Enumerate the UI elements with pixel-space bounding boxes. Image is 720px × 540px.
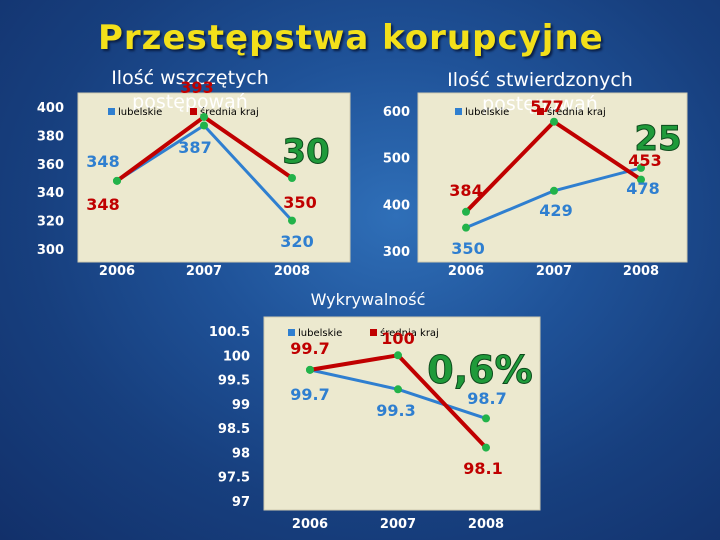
chart2-legend-label: średnia kraj — [547, 106, 606, 118]
chart3-data-point — [306, 365, 314, 374]
slide-title: Przestępstwa korupcyjne — [98, 18, 604, 58]
chart1-ytick-label: 360 — [37, 158, 64, 173]
chart2-data-point — [462, 223, 470, 232]
chart3-plot-area — [263, 316, 541, 511]
chart3-legend-swatch-blue — [288, 329, 295, 336]
chart3-xtick-label: 2008 — [468, 517, 504, 532]
chart1-data-label: 348 — [86, 152, 119, 171]
chart3-data-label: 99.7 — [290, 339, 329, 358]
chart3-legend-label: średnia kraj — [380, 327, 439, 339]
chart1-ytick-label: 300 — [37, 243, 64, 258]
chart2-data-label: 384 — [449, 181, 482, 200]
chart2-ytick-label: 600 — [383, 105, 410, 120]
chart2-data-point — [550, 117, 558, 126]
chart2-ytick-label: 400 — [383, 198, 410, 213]
chart3-ytick-label: 100.5 — [209, 325, 250, 340]
chart1-data-label: 320 — [280, 232, 313, 251]
chart2-data-label: 478 — [626, 179, 659, 198]
chart2-xtick-label: 2007 — [536, 264, 572, 279]
chart1-legend-swatch-blue — [108, 108, 115, 115]
chart2-title: Ilość stwierdzonych — [447, 69, 633, 91]
chart3-data-point — [394, 385, 402, 394]
chart1-data-label: 393 — [180, 78, 213, 97]
chart3-xtick-label: 2007 — [380, 517, 416, 532]
chart1-xtick-label: 2008 — [274, 264, 310, 279]
chart3-data-label: 100 — [381, 329, 414, 348]
chart3-data-label: 99.7 — [290, 385, 329, 404]
chart3-data-point — [482, 443, 490, 452]
chart2-data-point — [550, 186, 558, 195]
chart1-xtick-label: 2006 — [99, 264, 135, 279]
chart2-title-line2: postępowań — [482, 93, 598, 115]
chart2-data-label: 453 — [628, 151, 661, 170]
chart1-annotation: 30 — [282, 132, 329, 172]
chart2-data-point — [637, 163, 645, 172]
chart2-data-label: 577 — [530, 97, 563, 116]
chart3-data-label: 98.7 — [467, 389, 506, 408]
chart3-ytick-label: 98.5 — [218, 422, 250, 437]
chart1-ytick-label: 320 — [37, 215, 64, 230]
chart1-data-point — [200, 121, 208, 130]
chart3-data-point — [394, 351, 402, 360]
chart3-data-label: 98.1 — [463, 459, 502, 478]
chart3-data-label: 99.3 — [376, 401, 415, 420]
chart3-ytick-label: 100 — [223, 349, 250, 364]
chart2-legend-swatch-red — [537, 108, 544, 115]
chart1-data-label: 387 — [178, 138, 211, 157]
chart2-ytick-label: 300 — [383, 245, 410, 260]
chart1-data-point — [113, 176, 121, 185]
chart1-xtick-label: 2007 — [186, 264, 222, 279]
chart3-ytick-label: 97.5 — [218, 471, 250, 486]
chart1-data-point — [288, 174, 296, 182]
chart2-legend-swatch-blue — [455, 108, 462, 115]
chart3-ytick-label: 97 — [232, 495, 250, 510]
chart2-data-point — [462, 207, 470, 216]
chart1-data-point — [200, 112, 208, 121]
chart1-legend-label: lubelskie — [118, 107, 162, 118]
chart3-title: Wykrywalność — [311, 290, 426, 309]
chart1-ytick-label: 380 — [37, 129, 64, 144]
chart1-ytick-label: 340 — [37, 186, 64, 201]
chart2-ytick-label: 500 — [383, 152, 410, 167]
chart1-data-point — [288, 216, 296, 225]
chart2-data-point — [637, 175, 645, 184]
chart3-legend-swatch-red — [370, 329, 377, 336]
chart3-xtick-label: 2006 — [292, 517, 328, 532]
chart1-data-label: 348 — [86, 195, 119, 214]
chart2-data-label: 429 — [539, 201, 572, 220]
chart1-title: Ilość wszczętych — [111, 67, 269, 89]
chart1-data-label: 350 — [283, 193, 316, 212]
chart3-ytick-label: 98 — [232, 446, 250, 461]
chart3-legend-label: lubelskie — [298, 328, 342, 339]
chart2-annotation: 25 — [634, 119, 681, 159]
chart1-legend-swatch-red — [190, 108, 197, 115]
chart2-legend-label: lubelskie — [465, 107, 509, 118]
chart3-annotation: 0,6% — [427, 348, 532, 392]
chart2-data-label: 350 — [451, 239, 484, 258]
chart3-ytick-label: 99.5 — [218, 374, 250, 389]
chart2-xtick-label: 2006 — [448, 264, 484, 279]
chart1-legend-label: średnia kraj — [200, 106, 259, 118]
chart3-ytick-label: 99 — [232, 398, 250, 413]
chart3-data-point — [482, 414, 490, 423]
chart2-xtick-label: 2008 — [623, 264, 659, 279]
chart1-title-line2: postępowań — [132, 91, 248, 113]
chart1-ytick-label: 400 — [37, 101, 64, 116]
